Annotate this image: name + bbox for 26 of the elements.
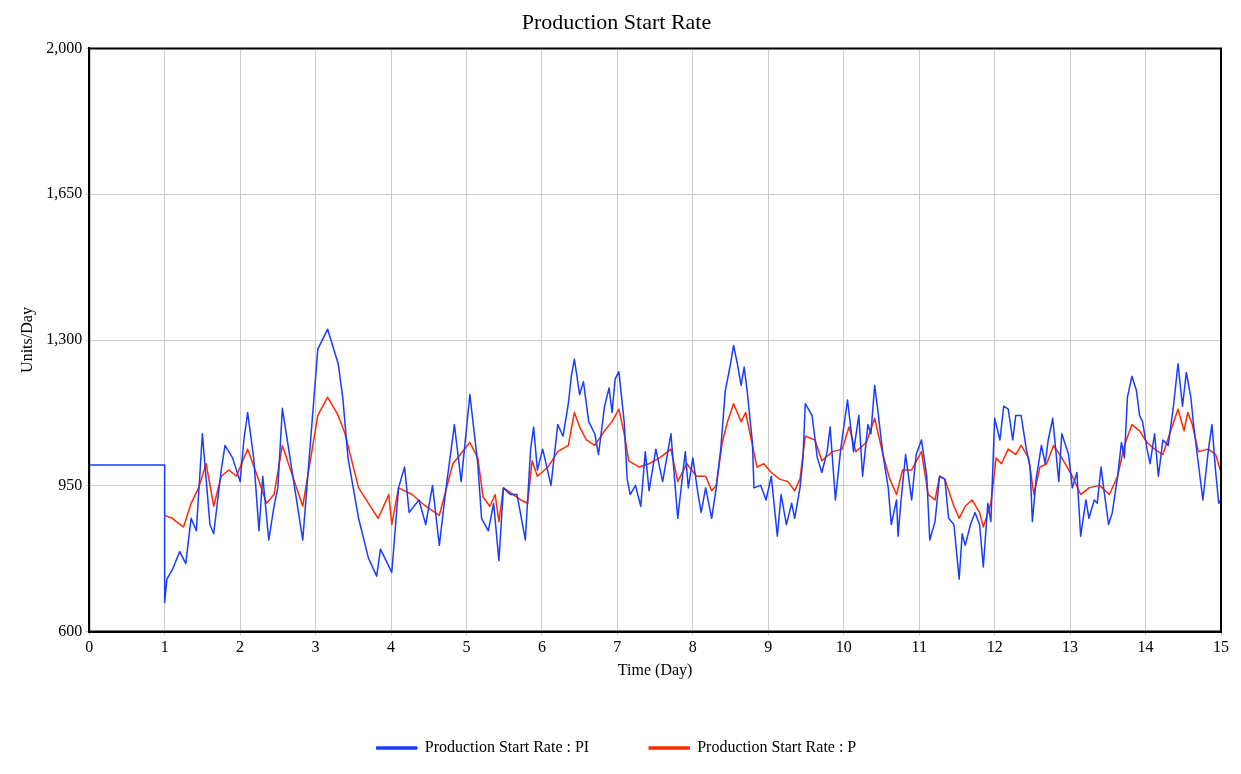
x-tick-label: 10: [835, 638, 852, 656]
x-tick-label: 7: [613, 638, 622, 656]
x-tick-label: 15: [1213, 638, 1229, 656]
x-tick-label: 6: [537, 638, 546, 656]
chart-title: Production Start Rate: [521, 8, 712, 34]
x-tick-label: 14: [1137, 638, 1154, 656]
x-tick-label: 12: [986, 638, 1003, 656]
x-tick-label: 1: [160, 638, 169, 656]
y-tick-label: 1,300: [46, 330, 83, 348]
x-tick-label: 3: [311, 638, 320, 656]
x-tick-label: 2: [236, 638, 245, 656]
x-tick-label: 8: [688, 638, 697, 656]
x-tick-label: 13: [1062, 638, 1079, 656]
y-tick-label: 600: [58, 621, 83, 639]
x-tick-label: 9: [764, 638, 773, 656]
x-tick-label: 4: [387, 638, 396, 656]
y-tick-label: 1,650: [46, 184, 83, 202]
y-tick-label: 950: [58, 476, 83, 493]
y-axis-title: Units/Day: [17, 307, 36, 373]
y-tick-label: 2,000: [46, 38, 83, 56]
legend-label: Production Start Rate : PI: [424, 738, 590, 756]
x-tick-label: 0: [85, 638, 94, 656]
x-tick-label: 5: [462, 638, 471, 656]
legend-label: Production Start Rate : P: [697, 738, 857, 756]
x-tick-label: 11: [911, 638, 927, 656]
x-axis-title: Time (Day): [617, 660, 693, 679]
